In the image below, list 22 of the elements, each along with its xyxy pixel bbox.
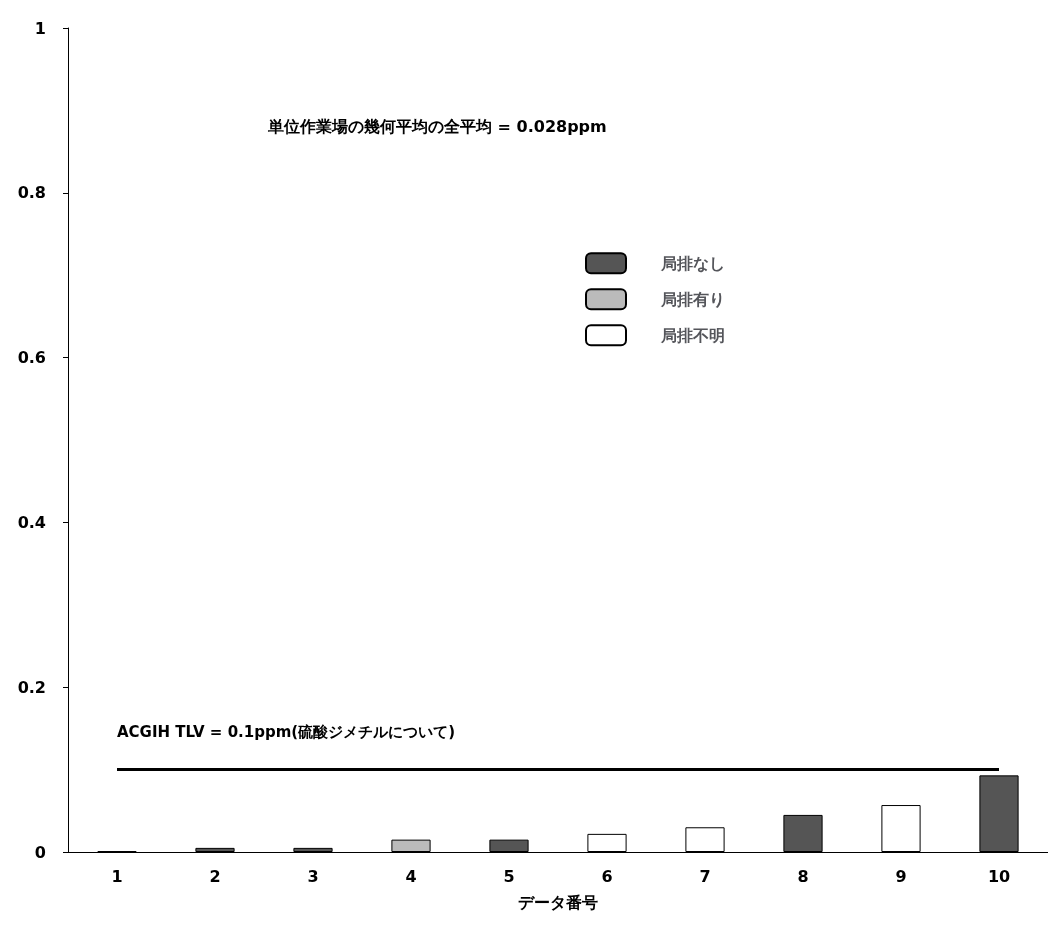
x-tick-label: 5 [503, 866, 515, 886]
x-tick-label: 4 [405, 866, 417, 886]
annotation: 単位作業場の幾何平均の全平均 = 0.028ppm [267, 116, 607, 136]
legend-label: 局排有り [660, 289, 725, 309]
y-tick-label: 0.2 [17, 677, 46, 697]
ref-line-label: ACGIH TLV = 0.1ppm(硫酸ジメチルについて) [117, 723, 456, 742]
x-tick-label: 2 [209, 866, 221, 886]
x-tick-label: 7 [699, 866, 711, 886]
x-tick-label: 6 [601, 866, 613, 886]
y-tick-label: 0 [34, 842, 46, 862]
x-tick-label: 3 [307, 866, 319, 886]
legend-label: 局排なし [660, 253, 725, 273]
x-tick-label: 9 [895, 866, 907, 886]
y-tick-label: 0.4 [17, 512, 46, 532]
x-axis-title: データ番号 [518, 892, 598, 912]
x-tick-label: 10 [987, 866, 1011, 886]
x-tick-label: 8 [797, 866, 809, 886]
y-tick-label: 1 [34, 18, 46, 38]
y-tick-label: 0.8 [17, 183, 46, 203]
x-tick-label: 1 [111, 866, 123, 886]
y-tick-label: 0.6 [17, 348, 46, 368]
legend-label: 局排不明 [660, 325, 725, 345]
